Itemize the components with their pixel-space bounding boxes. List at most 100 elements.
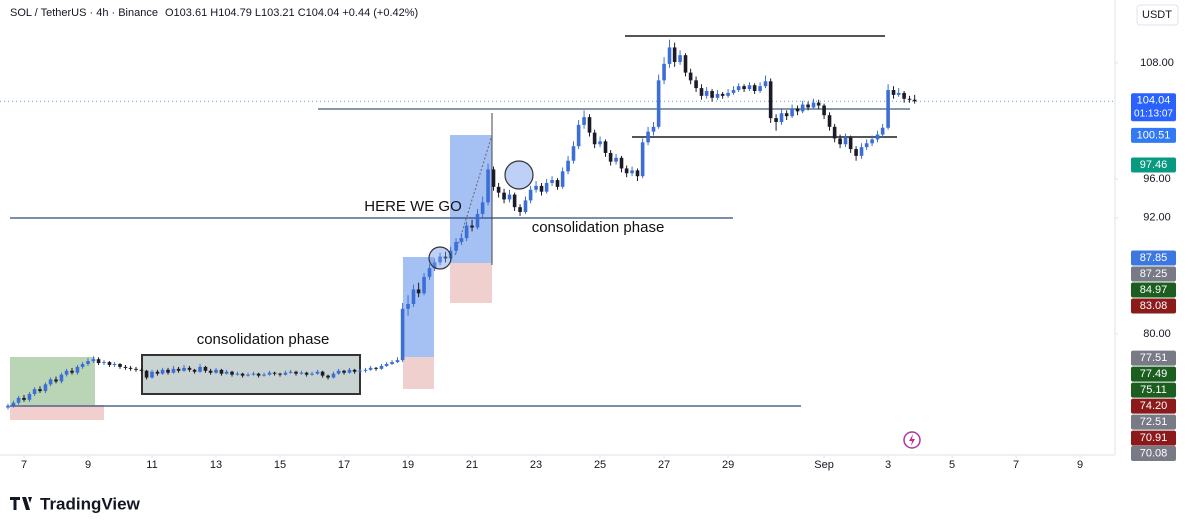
candle-body bbox=[880, 127, 885, 135]
candle-body bbox=[342, 370, 346, 373]
candle-body bbox=[459, 238, 464, 243]
candle-body bbox=[864, 143, 869, 148]
candle-body bbox=[811, 102, 816, 108]
candle-body bbox=[614, 157, 618, 162]
candle-body bbox=[502, 192, 506, 200]
annotation-circle bbox=[504, 160, 534, 190]
candle-body bbox=[747, 85, 752, 90]
candle-body bbox=[224, 371, 229, 374]
candle-body bbox=[587, 117, 592, 133]
currency-box[interactable] bbox=[1136, 4, 1179, 26]
candle-body bbox=[512, 194, 517, 208]
price-badge-label: 77.51 bbox=[1140, 352, 1168, 364]
candle-body bbox=[112, 364, 117, 365]
candle-body bbox=[134, 368, 138, 370]
candle-body bbox=[464, 225, 469, 239]
candle-body bbox=[48, 379, 53, 385]
price-badge-label: 100.51 bbox=[1137, 129, 1171, 141]
x-tick-label: 25 bbox=[594, 459, 606, 471]
candle-body bbox=[438, 256, 442, 263]
candle-body bbox=[790, 108, 794, 117]
candle-body bbox=[822, 105, 826, 116]
candle-body bbox=[891, 90, 896, 95]
price-badge bbox=[1131, 398, 1176, 414]
candle-body bbox=[374, 367, 378, 369]
candle-body bbox=[576, 124, 581, 147]
x-tick-label: 9 bbox=[1077, 459, 1083, 471]
price-badge-label: 70.08 bbox=[1140, 447, 1168, 459]
candle-body bbox=[118, 364, 122, 367]
price-badge bbox=[1131, 382, 1176, 398]
price-badge bbox=[1131, 414, 1176, 430]
candle-body bbox=[539, 185, 544, 192]
candle-body bbox=[816, 102, 821, 106]
candle-body bbox=[443, 256, 448, 259]
candle-body bbox=[235, 373, 240, 375]
candle-body bbox=[80, 364, 85, 367]
alert-icon[interactable] bbox=[903, 431, 921, 449]
candle-body bbox=[198, 366, 202, 372]
candle-body bbox=[240, 373, 245, 376]
candle-body bbox=[907, 98, 912, 100]
candle-body bbox=[406, 303, 410, 309]
candle-body bbox=[710, 91, 714, 98]
candle-body bbox=[742, 86, 746, 90]
price-badge-label: 77.49 bbox=[1140, 368, 1168, 380]
candle-body bbox=[203, 366, 208, 371]
zone-box bbox=[450, 263, 492, 303]
candle-body bbox=[150, 371, 154, 378]
candle-body bbox=[720, 93, 725, 96]
candle-body bbox=[187, 367, 192, 370]
x-tick-label: 7 bbox=[1013, 459, 1019, 471]
candle-body bbox=[843, 137, 848, 145]
price-badge bbox=[1131, 366, 1176, 382]
candle-body bbox=[6, 405, 10, 408]
candle-body bbox=[54, 379, 58, 382]
candle-body bbox=[726, 92, 730, 96]
candle-body bbox=[128, 367, 133, 369]
alert-circle[interactable] bbox=[903, 431, 921, 449]
price-badge bbox=[1131, 157, 1176, 173]
candle-body bbox=[496, 186, 501, 193]
price-badge-label: 83.08 bbox=[1140, 300, 1168, 312]
candle-body bbox=[230, 371, 234, 375]
candle-body bbox=[678, 55, 682, 62]
annotation: HERE WE GO bbox=[364, 198, 462, 215]
candle-body bbox=[550, 180, 554, 183]
zone-box bbox=[10, 405, 104, 420]
alert-bolt[interactable] bbox=[909, 434, 915, 446]
currency[interactable]: USDT bbox=[1142, 9, 1172, 21]
candle-body bbox=[566, 160, 570, 172]
candle-body bbox=[555, 180, 560, 187]
candle-body bbox=[896, 92, 901, 95]
candle-body bbox=[688, 72, 693, 81]
candle-body bbox=[331, 373, 336, 378]
candles bbox=[6, 39, 917, 410]
candle-body bbox=[838, 138, 842, 145]
candle-body bbox=[886, 90, 890, 128]
ohlc-readout: O103.61 H104.79 L103.21 C104.04 +0.44 (+… bbox=[165, 7, 418, 19]
candle-body bbox=[608, 152, 613, 162]
candle-body bbox=[336, 370, 341, 374]
annotation: consolidation phase bbox=[197, 331, 330, 348]
price-badge-label: 87.25 bbox=[1140, 268, 1168, 280]
candle-body bbox=[806, 104, 810, 108]
candle-body bbox=[662, 63, 666, 81]
candle-body bbox=[182, 367, 186, 371]
candle-body bbox=[598, 141, 602, 145]
candle-body bbox=[70, 370, 74, 373]
candle-body bbox=[38, 389, 42, 392]
candle-body bbox=[75, 366, 80, 373]
candle-body bbox=[320, 371, 325, 376]
candle-body bbox=[491, 169, 496, 187]
candle-body bbox=[827, 115, 832, 127]
candle-body bbox=[854, 149, 858, 156]
x-tick-label: 27 bbox=[658, 459, 670, 471]
x-tick-label: Sep bbox=[814, 459, 834, 471]
candle-body bbox=[630, 170, 634, 174]
candle-body bbox=[384, 364, 389, 366]
price-badge-label: 87.85 bbox=[1140, 252, 1168, 264]
candle-body bbox=[347, 369, 352, 373]
candle-body bbox=[715, 93, 720, 98]
